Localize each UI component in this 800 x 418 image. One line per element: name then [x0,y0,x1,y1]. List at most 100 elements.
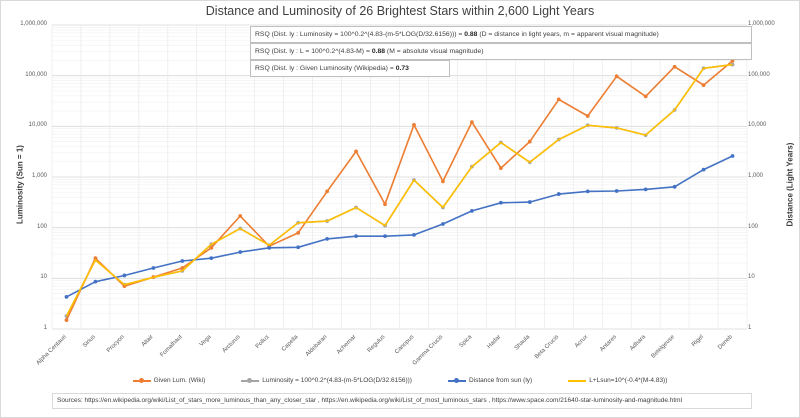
legend-item: Given Lum. (Wiki) [132,377,206,384]
data-point [672,64,677,69]
y-tick-label-right: 1 [748,325,752,331]
legend-swatch [568,379,587,382]
x-tick-label: Antares [599,334,618,353]
data-point [469,209,474,213]
series-line [66,155,733,298]
data-point [325,237,330,241]
data-point [527,200,532,204]
chart-title: Distance and Luminosity of 26 Brightest … [205,4,595,18]
y-tick-label-right: 10,000 [748,122,767,129]
data-point [469,120,474,125]
data-point [614,74,619,79]
data-point [151,266,156,270]
x-tick-label: Procyon [106,334,126,354]
legend-label: Distance from sun (ly) [468,377,533,384]
x-tick-label: Altair [141,334,155,348]
legend: Given Lum. (Wiki) Luminosity = 100^0.2^(4… [0,377,800,384]
legend-swatch [241,377,260,383]
sources-footer: Sources: https://en.wikipedia.org/wiki/L… [52,393,752,409]
rsq-annotation-3: RSQ (Dist. ly : Given Luminosity (Wikipe… [250,60,450,77]
data-point [527,139,532,144]
data-point [383,202,387,207]
data-point [93,256,98,261]
data-point [93,279,98,284]
data-point [296,245,301,250]
data-point [238,214,243,218]
series-line [65,63,733,317]
x-tick-label: Regulus [367,334,387,354]
x-tick-label: Beta Crucis [534,334,560,360]
data-point [701,167,706,172]
x-tick-label: Arcturus [222,334,242,354]
y-tick-label-right: 100,000 [748,71,770,78]
y-axis-title-left: Luminosity (Sun = 1) [15,145,25,224]
y-tick-label-left: 1 [43,325,47,331]
data-point [383,234,387,239]
data-point [267,245,272,250]
rsq-note: (M = absolute visual magnitude) [385,48,484,55]
legend-item: Luminosity = 100^0.2^(4.83-(m-5*LOG(D/32… [241,377,412,384]
x-tick-label: Sirius [82,334,97,349]
y-tick-label-left: 10,000 [28,122,47,129]
data-point [412,122,416,127]
data-point [556,97,561,102]
rsq-note: (D = distance in light years, m = appare… [477,31,659,38]
y-tick-label-right: 1,000 [748,173,764,179]
data-point [296,230,301,235]
x-tick-label: Pollux [255,334,271,350]
data-point [643,94,648,99]
rsq-value: 0.88 [371,48,386,55]
data-point [180,259,185,263]
rsq-annotation-1: RSQ (Dist. ly : Luminosity = 100^0.2^(4.… [250,26,752,43]
data-point [64,318,69,322]
x-tick-label: Acrux [574,334,589,349]
x-tick-label: Hadar [486,334,502,350]
x-tick-label: Capella [281,334,300,353]
x-tick-label: Alpha Centauri [36,334,68,366]
data-point [64,295,69,299]
data-point [354,149,358,154]
data-point [585,114,590,118]
x-tick-label: Gamma Crucis [412,334,445,367]
data-point [498,166,503,170]
x-tick-label: Adhara [629,334,647,352]
x-tick-label: Betelgeuse [651,334,677,360]
x-tick-label: Canopus [394,334,415,355]
rsq-label: RSQ (Dist. ly : Luminosity = 100^0.2^(4.… [255,31,465,38]
data-point [643,187,648,192]
y-tick-label-left: 100,000 [25,71,47,78]
data-point [441,222,445,226]
x-tick-label: Deneb [717,334,734,351]
series-2 [64,154,735,299]
data-point [412,232,416,237]
legend-swatch [132,377,151,383]
y-tick-label-right: 10 [748,274,755,281]
legend-label: L+Lsun=10^(-0.4*(M-4.83)) [589,377,668,384]
x-tick-label: Vega [199,334,213,348]
legend-item: Distance from sun (ly) [447,377,533,384]
x-tick-label: Rigel [691,334,705,348]
legend-label: Given Lum. (Wiki) [153,377,206,384]
data-point [556,192,561,196]
x-tick-label: Spica [458,334,473,349]
x-axis-labels: Alpha Centauri Sirius Procyon Altair Fomalha… [36,334,735,367]
data-point [585,189,590,194]
rsq-label: RSQ (Dist. ly : L = 100^0.2^(4.83-M) = [255,48,372,55]
x-tick-label: Aldebaran [305,334,329,358]
data-point [325,189,330,194]
x-tick-label: Shaula [514,334,532,352]
rsq-value: 0.73 [395,65,409,72]
data-point [209,245,214,250]
data-point [730,154,735,158]
rsq-annotation-2: RSQ (Dist. ly : L = 100^0.2^(4.83-M) = 0… [250,43,752,60]
legend-item: L+Lsun=10^(-0.4*(M-4.83)) [568,377,667,384]
series-3 [65,63,733,317]
data-point [730,62,735,67]
series-line [65,60,734,321]
x-tick-label: Achernar [336,334,357,355]
data-point [672,184,677,189]
rsq-label: RSQ (Dist. ly : Given Luminosity (Wikipe… [255,65,396,72]
data-point [209,256,214,261]
y-axis-title-right: Distance (Light Years) [785,142,795,227]
